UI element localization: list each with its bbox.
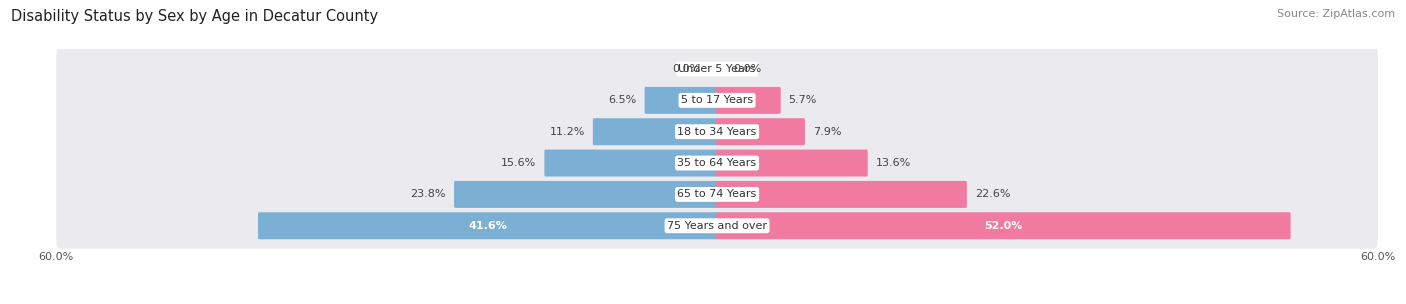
FancyBboxPatch shape bbox=[56, 78, 1378, 123]
FancyBboxPatch shape bbox=[644, 87, 718, 114]
Text: 22.6%: 22.6% bbox=[974, 189, 1011, 199]
Text: 5 to 17 Years: 5 to 17 Years bbox=[681, 95, 754, 105]
Text: 52.0%: 52.0% bbox=[984, 221, 1022, 231]
FancyBboxPatch shape bbox=[716, 181, 967, 208]
Text: 6.5%: 6.5% bbox=[609, 95, 637, 105]
FancyBboxPatch shape bbox=[454, 181, 718, 208]
FancyBboxPatch shape bbox=[259, 212, 718, 239]
FancyBboxPatch shape bbox=[544, 150, 718, 177]
Text: 18 to 34 Years: 18 to 34 Years bbox=[678, 127, 756, 137]
FancyBboxPatch shape bbox=[716, 87, 780, 114]
Text: 15.6%: 15.6% bbox=[501, 158, 537, 168]
FancyBboxPatch shape bbox=[56, 203, 1378, 249]
Text: 0.0%: 0.0% bbox=[672, 64, 700, 74]
FancyBboxPatch shape bbox=[593, 118, 718, 145]
FancyBboxPatch shape bbox=[716, 150, 868, 177]
Text: 75 Years and over: 75 Years and over bbox=[666, 221, 768, 231]
Text: 0.0%: 0.0% bbox=[734, 64, 762, 74]
Text: 41.6%: 41.6% bbox=[468, 221, 508, 231]
Text: 35 to 64 Years: 35 to 64 Years bbox=[678, 158, 756, 168]
FancyBboxPatch shape bbox=[56, 46, 1378, 92]
Text: 7.9%: 7.9% bbox=[813, 127, 841, 137]
FancyBboxPatch shape bbox=[716, 212, 1291, 239]
FancyBboxPatch shape bbox=[56, 140, 1378, 186]
FancyBboxPatch shape bbox=[56, 171, 1378, 217]
Text: 11.2%: 11.2% bbox=[550, 127, 585, 137]
Text: Source: ZipAtlas.com: Source: ZipAtlas.com bbox=[1277, 9, 1395, 19]
FancyBboxPatch shape bbox=[56, 109, 1378, 155]
Text: Under 5 Years: Under 5 Years bbox=[679, 64, 755, 74]
FancyBboxPatch shape bbox=[716, 118, 806, 145]
Text: 23.8%: 23.8% bbox=[411, 189, 446, 199]
Text: 65 to 74 Years: 65 to 74 Years bbox=[678, 189, 756, 199]
Text: 5.7%: 5.7% bbox=[789, 95, 817, 105]
Text: 13.6%: 13.6% bbox=[876, 158, 911, 168]
Text: Disability Status by Sex by Age in Decatur County: Disability Status by Sex by Age in Decat… bbox=[11, 9, 378, 24]
